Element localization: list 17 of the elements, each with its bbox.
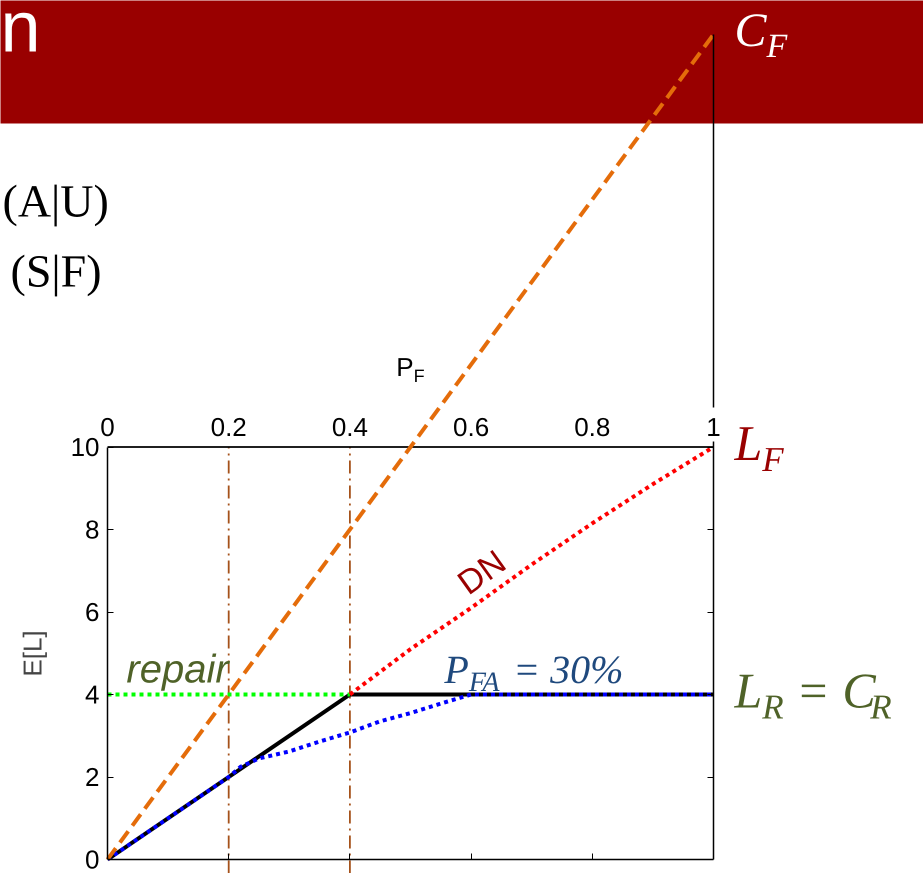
x-tick-label: 0.2 bbox=[210, 412, 247, 442]
chart-title: n bbox=[0, 0, 41, 68]
x-tick-label: 0.4 bbox=[332, 412, 368, 442]
x-tick-label: 0.6 bbox=[453, 412, 490, 442]
annotation: DN bbox=[450, 542, 514, 602]
y-tick-label: 4 bbox=[85, 680, 100, 710]
y-tick-label: 10 bbox=[70, 432, 100, 462]
annotation: repair bbox=[126, 647, 230, 692]
y-tick-label: 8 bbox=[85, 514, 100, 544]
x-tick-label: 1 bbox=[706, 412, 721, 442]
y-tick-label: 6 bbox=[85, 597, 100, 627]
annotation: (A|U) bbox=[2, 176, 109, 227]
y-tick-label: 0 bbox=[85, 844, 100, 873]
y-tick-label: 2 bbox=[85, 762, 100, 792]
y-axis-title: E[L] bbox=[18, 630, 48, 677]
x-tick-label: 0.8 bbox=[574, 412, 610, 442]
text: (S|F) bbox=[10, 246, 102, 297]
